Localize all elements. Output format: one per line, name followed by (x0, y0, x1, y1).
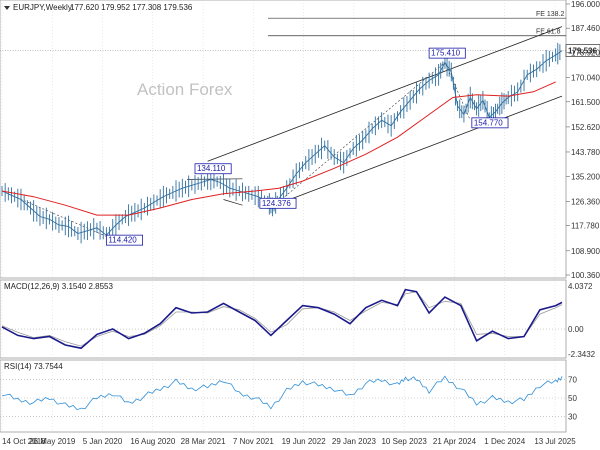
x-tick-label: 21 Apr 2024 (433, 437, 477, 446)
x-tick-label: 5 Jan 2020 (83, 437, 123, 446)
x-tick-label: 10 Sep 2023 (381, 437, 427, 446)
price-y-tick-label: 196.000 (571, 0, 600, 9)
rsi-title: RSI(14) 73.7544 (4, 362, 63, 371)
price-y-tick-label: 161.500 (571, 98, 600, 107)
price-y-tick-label: 117.780 (571, 222, 600, 231)
macd-y-tick-label: 0.00 (568, 325, 584, 334)
rsi-y-tick-label: 70 (568, 376, 577, 385)
x-tick-label: 13 Jul 2025 (534, 437, 576, 446)
rsi-y-tick-label: 50 (568, 394, 577, 403)
collapse-triangle-icon[interactable] (4, 6, 10, 10)
macd-y-tick-label: 4.0372 (568, 282, 593, 291)
price-annotation-box (471, 117, 509, 129)
macd-panel-frame (0, 279, 567, 359)
last-price-tag (565, 44, 600, 58)
price-y-tick-label: 170.040 (571, 74, 600, 83)
price-y-axis: 196.000 187.460 178.920 170.040 161.500 152.6… (566, 0, 600, 280)
box-top-line (187, 178, 243, 180)
price-y-tick-label: 100.360 (571, 271, 600, 280)
x-tick-label: 16 Aug 2020 (130, 437, 175, 446)
x-tick-label: 19 Jun 2022 (282, 437, 327, 446)
rsi-line (1, 375, 563, 411)
ohlc-readout: 177.620 179.952 177.308 179.536 (70, 3, 193, 12)
price-annotation-label: 134.110 (197, 164, 226, 173)
price-annotation-box (259, 197, 297, 209)
macd-layer (0, 288, 566, 350)
x-tick-label: 14 Oct 2018 (2, 437, 46, 446)
last-price-label: 179.536 (568, 47, 597, 56)
price-annotation-box (194, 163, 232, 175)
rsi-panel-frame (0, 359, 567, 433)
price-annotation-label: 175.410 (431, 49, 460, 58)
box-bottom-line (223, 199, 243, 206)
macd-signal-line (1, 291, 563, 347)
price-annotation-box (106, 234, 144, 246)
rsi-layer (0, 375, 566, 417)
price-layer: FE 138.2FE 61.8134.110124.376114.420175.… (0, 11, 600, 246)
macd-y-axis: 4.0372 0.00 -2.3432 (568, 282, 596, 359)
price-panel-frame (0, 0, 567, 279)
downtrend-dashed-line (1, 190, 107, 237)
price-y-tick-label: 152.620 (571, 123, 600, 132)
price-series-line (1, 50, 563, 236)
chart-title: EURJPY,Weekly (13, 3, 72, 12)
channel-upper-line (207, 26, 563, 162)
price-y-tick-label: 135.200 (571, 172, 600, 181)
macd-title: MACD(12,26,9) 3.1540 2.8553 (4, 282, 114, 291)
price-y-tick-label: 187.460 (571, 24, 600, 33)
price-annotation-box (428, 47, 466, 59)
price-y-tick-label: 126.360 (571, 197, 600, 206)
price-annotation-label: 154.770 (474, 118, 503, 127)
wave-dashed-line (272, 61, 471, 208)
price-y-tick-label: 143.780 (571, 148, 600, 157)
x-tick-label: 29 Jan 2023 (332, 437, 377, 446)
price-y-tick-label: 108.900 (571, 247, 600, 256)
x-tick-label: 1 Dec 2024 (484, 437, 525, 446)
rsi-y-tick-label: 30 (568, 412, 577, 421)
fe-level-label: FE 138.2 (536, 11, 565, 18)
macd-y-tick-label: -2.3432 (568, 350, 596, 359)
price-annotation-label: 124.376 (262, 199, 291, 208)
moving-average-line (1, 81, 556, 216)
price-y-tick-label: 178.920 (571, 48, 600, 57)
x-tick-label: 28 Mar 2021 (181, 437, 226, 446)
price-annotation-label: 114.420 (108, 236, 137, 245)
grid-lines (1, 0, 556, 432)
watermark-logo: Action Forex (137, 80, 233, 99)
x-tick-label: 7 Nov 2021 (233, 437, 274, 446)
channel-lower-line (270, 95, 563, 207)
x-tick-label: 26 May 2019 (29, 437, 76, 446)
rsi-y-axis: 70 50 30 (568, 376, 577, 422)
macd-line (1, 288, 563, 350)
